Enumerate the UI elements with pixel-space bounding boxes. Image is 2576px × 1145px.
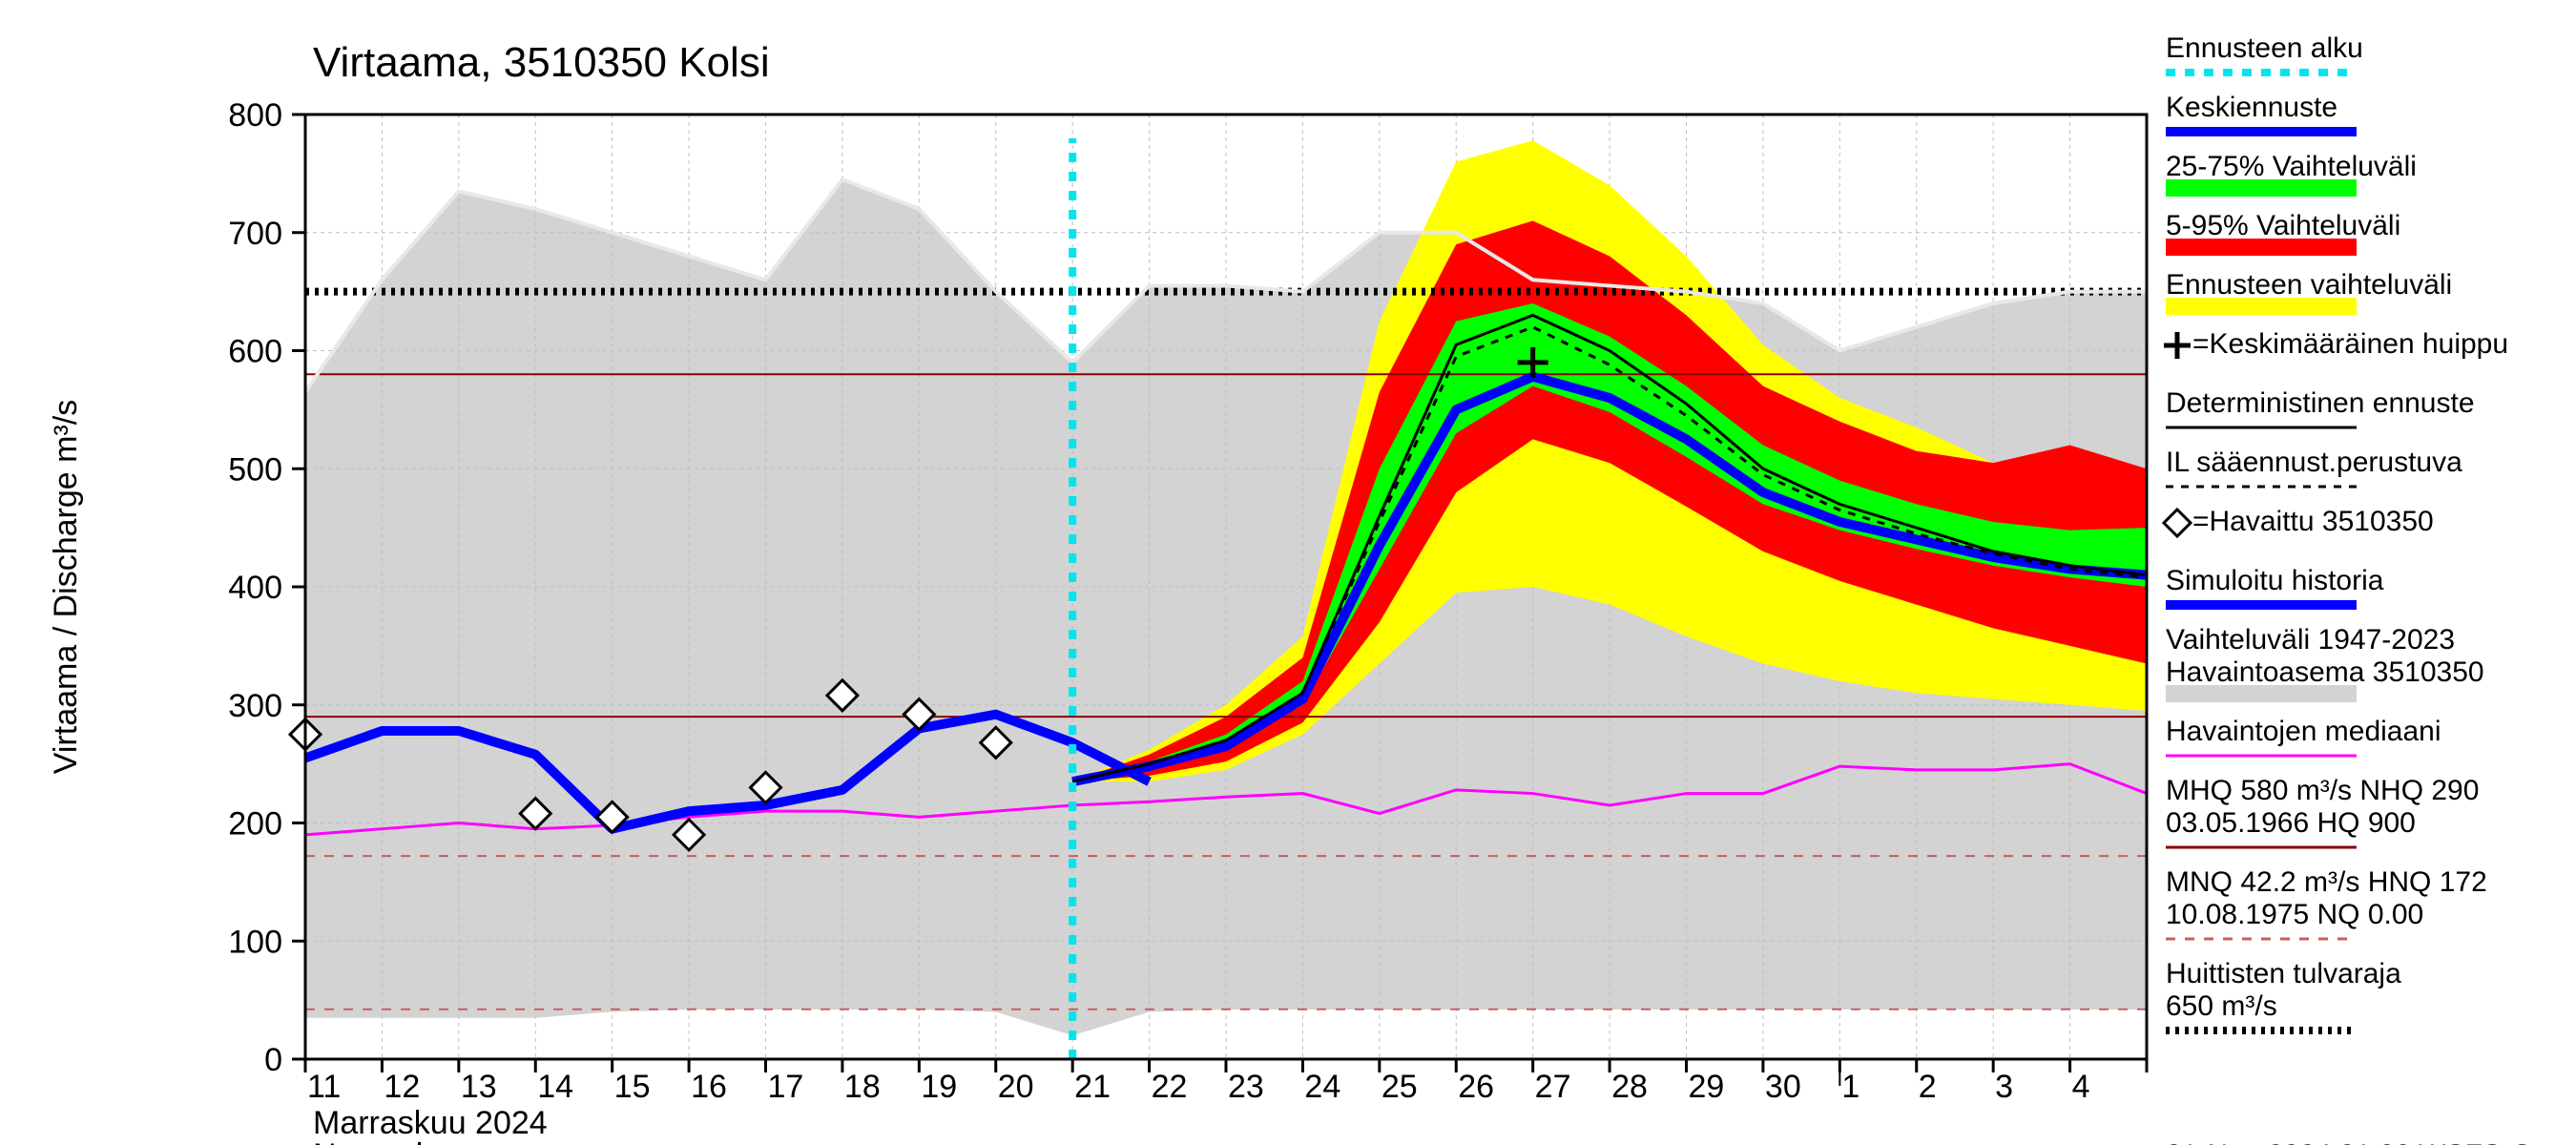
legend-item-label: MHQ 580 m³/s NHQ 290 <box>2166 775 2479 806</box>
svg-text:14: 14 <box>537 1069 573 1105</box>
svg-text:19: 19 <box>921 1069 957 1105</box>
svg-text:03.05.1966 HQ 900: 03.05.1966 HQ 900 <box>2166 807 2416 839</box>
chart-svg: 0100200300400500600700800111213141516171… <box>0 0 2576 1145</box>
svg-text:300: 300 <box>228 688 282 724</box>
discharge-forecast-chart: 0100200300400500600700800111213141516171… <box>0 0 2576 1145</box>
svg-text:500: 500 <box>228 451 282 488</box>
legend-item-label: Deterministinen ennuste <box>2166 387 2475 419</box>
svg-text:21: 21 <box>1074 1069 1111 1105</box>
svg-text:700: 700 <box>228 216 282 252</box>
svg-text:29: 29 <box>1689 1069 1725 1105</box>
legend-item-label: =Havaittu 3510350 <box>2192 506 2434 537</box>
legend-item-label: Simuloitu historia <box>2166 565 2384 596</box>
svg-text:November: November <box>313 1137 463 1145</box>
svg-text:100: 100 <box>228 924 282 960</box>
svg-text:18: 18 <box>844 1069 881 1105</box>
legend-item-label: Vaihteluväli 1947-2023 <box>2166 624 2455 656</box>
svg-text:16: 16 <box>691 1069 727 1105</box>
svg-text:15: 15 <box>614 1069 651 1105</box>
svg-text:600: 600 <box>228 334 282 370</box>
legend-item-label: Huittisten tulvaraja <box>2166 958 2401 989</box>
svg-text:Marraskuu 2024: Marraskuu 2024 <box>313 1105 548 1141</box>
legend-item-label: MNQ 42.2 m³/s HNQ 172 <box>2166 866 2487 898</box>
svg-text:200: 200 <box>228 806 282 843</box>
legend-item-label: Havaintojen mediaani <box>2166 716 2441 747</box>
svg-text:25: 25 <box>1381 1069 1418 1105</box>
svg-text:1: 1 <box>1841 1069 1859 1105</box>
svg-text:22: 22 <box>1152 1069 1188 1105</box>
svg-text:28: 28 <box>1611 1069 1648 1105</box>
svg-text:20: 20 <box>998 1069 1034 1105</box>
legend-item-label: Ennusteen vaihteluväli <box>2166 269 2452 301</box>
svg-text:24: 24 <box>1304 1069 1340 1105</box>
svg-text:17: 17 <box>768 1069 804 1105</box>
legend-item-label: =Keskimääräinen huippu <box>2192 328 2508 360</box>
svg-text:23: 23 <box>1228 1069 1264 1105</box>
legend-item-label: Ennusteen alku <box>2166 32 2363 64</box>
legend-item-label: 25-75% Vaihteluväli <box>2166 151 2417 182</box>
legend-item-label: IL sääennust.perustuva <box>2166 447 2462 478</box>
svg-text:30: 30 <box>1765 1069 1801 1105</box>
svg-text:13: 13 <box>461 1069 497 1105</box>
svg-text:0: 0 <box>264 1042 282 1078</box>
svg-text:650 m³/s: 650 m³/s <box>2166 990 2277 1022</box>
legend-item-label: 5-95% Vaihteluväli <box>2166 210 2400 241</box>
svg-text:3: 3 <box>1995 1069 2013 1105</box>
svg-text:4: 4 <box>2072 1069 2090 1105</box>
legend-item-label: Keskiennuste <box>2166 92 2337 123</box>
svg-text:11: 11 <box>307 1069 341 1105</box>
y-axis-label: Virtaama / Discharge m³/s <box>48 400 84 774</box>
svg-text:Havaintoasema 3510350: Havaintoasema 3510350 <box>2166 656 2484 688</box>
svg-text:12: 12 <box>384 1069 420 1105</box>
svg-text:400: 400 <box>228 570 282 606</box>
chart-title: Virtaama, 3510350 Kolsi <box>313 39 770 86</box>
svg-text:10.08.1975 NQ 0.00: 10.08.1975 NQ 0.00 <box>2166 899 2423 930</box>
svg-text:26: 26 <box>1458 1069 1494 1105</box>
svg-text:27: 27 <box>1535 1069 1571 1105</box>
svg-text:2: 2 <box>1919 1069 1937 1105</box>
svg-text:800: 800 <box>228 97 282 134</box>
footer-timestamp: 21-Nov-2024 21:02 WSFS-O <box>2166 1139 2533 1145</box>
